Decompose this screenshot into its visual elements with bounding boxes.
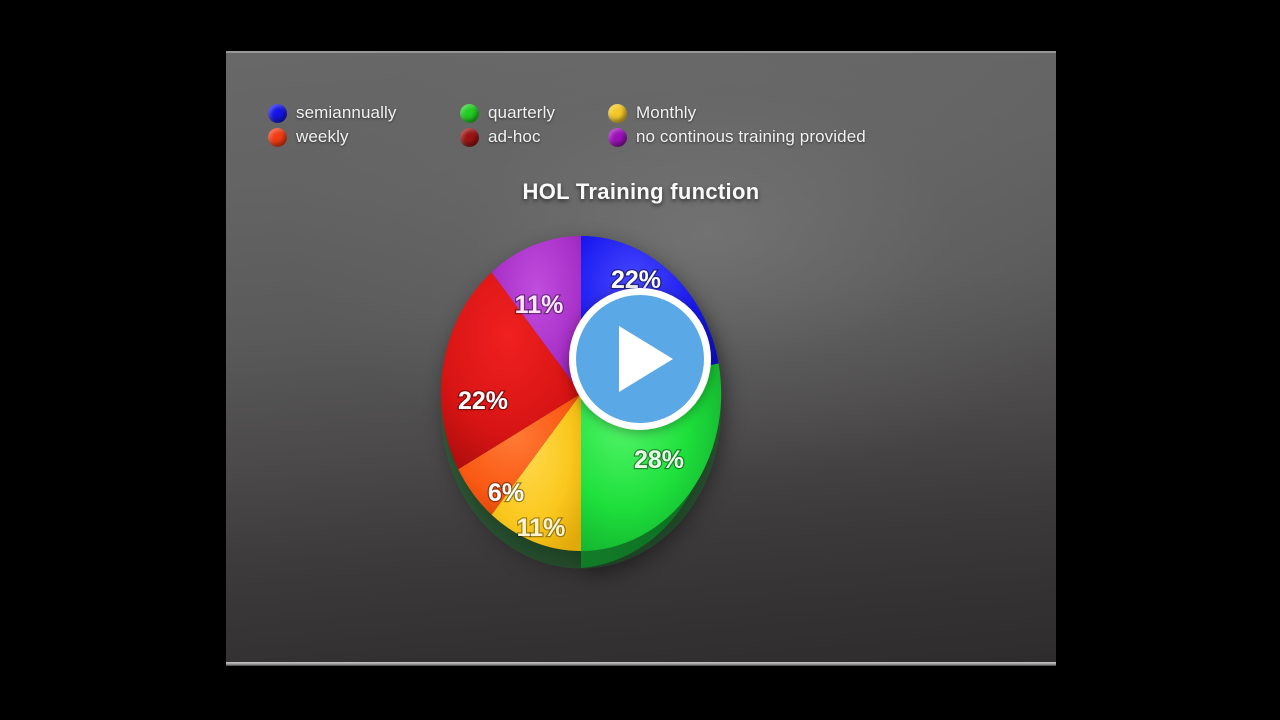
slide-bottom-edge bbox=[226, 662, 1056, 666]
legend-label-ad-hoc: ad-hoc bbox=[488, 127, 541, 146]
legend-swatch-ad-hoc bbox=[460, 127, 479, 147]
legend-swatch-weekly bbox=[268, 127, 287, 147]
pie-label-weekly: 6% bbox=[488, 479, 524, 507]
chart-title: HOL Training function bbox=[522, 179, 760, 204]
pie-label-no-continous-training: 11% bbox=[515, 291, 564, 319]
legend-item-monthly: Monthly bbox=[608, 101, 928, 125]
legend-item-semiannually: semiannually bbox=[268, 101, 460, 125]
slide-top-edge bbox=[226, 51, 1056, 53]
pie-slice-monthly[interactable] bbox=[491, 393, 581, 552]
legend-item-no-continous-training: no continous training provided bbox=[608, 125, 928, 149]
legend-item-quarterly: quarterly bbox=[460, 101, 608, 125]
pie-label-ad-hoc: 22% bbox=[458, 387, 508, 415]
legend-swatch-monthly bbox=[608, 103, 627, 123]
legend-label-semiannually: semiannually bbox=[296, 103, 397, 122]
legend-item-ad-hoc: ad-hoc bbox=[460, 125, 608, 149]
pie-slice-weekly[interactable] bbox=[458, 393, 581, 515]
legend-label-weekly: weekly bbox=[296, 127, 349, 146]
legend-swatch-semiannually bbox=[268, 103, 287, 123]
play-triangle-icon bbox=[619, 326, 673, 392]
legend-swatch-quarterly bbox=[460, 103, 479, 123]
legend-swatch-no-continous-training bbox=[608, 127, 627, 147]
play-button[interactable] bbox=[569, 288, 711, 430]
legend-item-weekly: weekly bbox=[268, 125, 460, 149]
legend-label-monthly: Monthly bbox=[636, 103, 697, 122]
pie-label-quarterly: 28% bbox=[634, 446, 684, 474]
pie-slice-ad-hoc[interactable] bbox=[440, 272, 581, 470]
pie-label-monthly: 11% bbox=[517, 514, 566, 542]
chart-legend: semiannually quarterly Monthly weekly ad… bbox=[268, 101, 928, 149]
legend-label-no-continous-training: no continous training provided bbox=[636, 127, 866, 146]
pie-slice-no-continous-training[interactable] bbox=[491, 235, 581, 394]
legend-label-quarterly: quarterly bbox=[488, 103, 556, 122]
